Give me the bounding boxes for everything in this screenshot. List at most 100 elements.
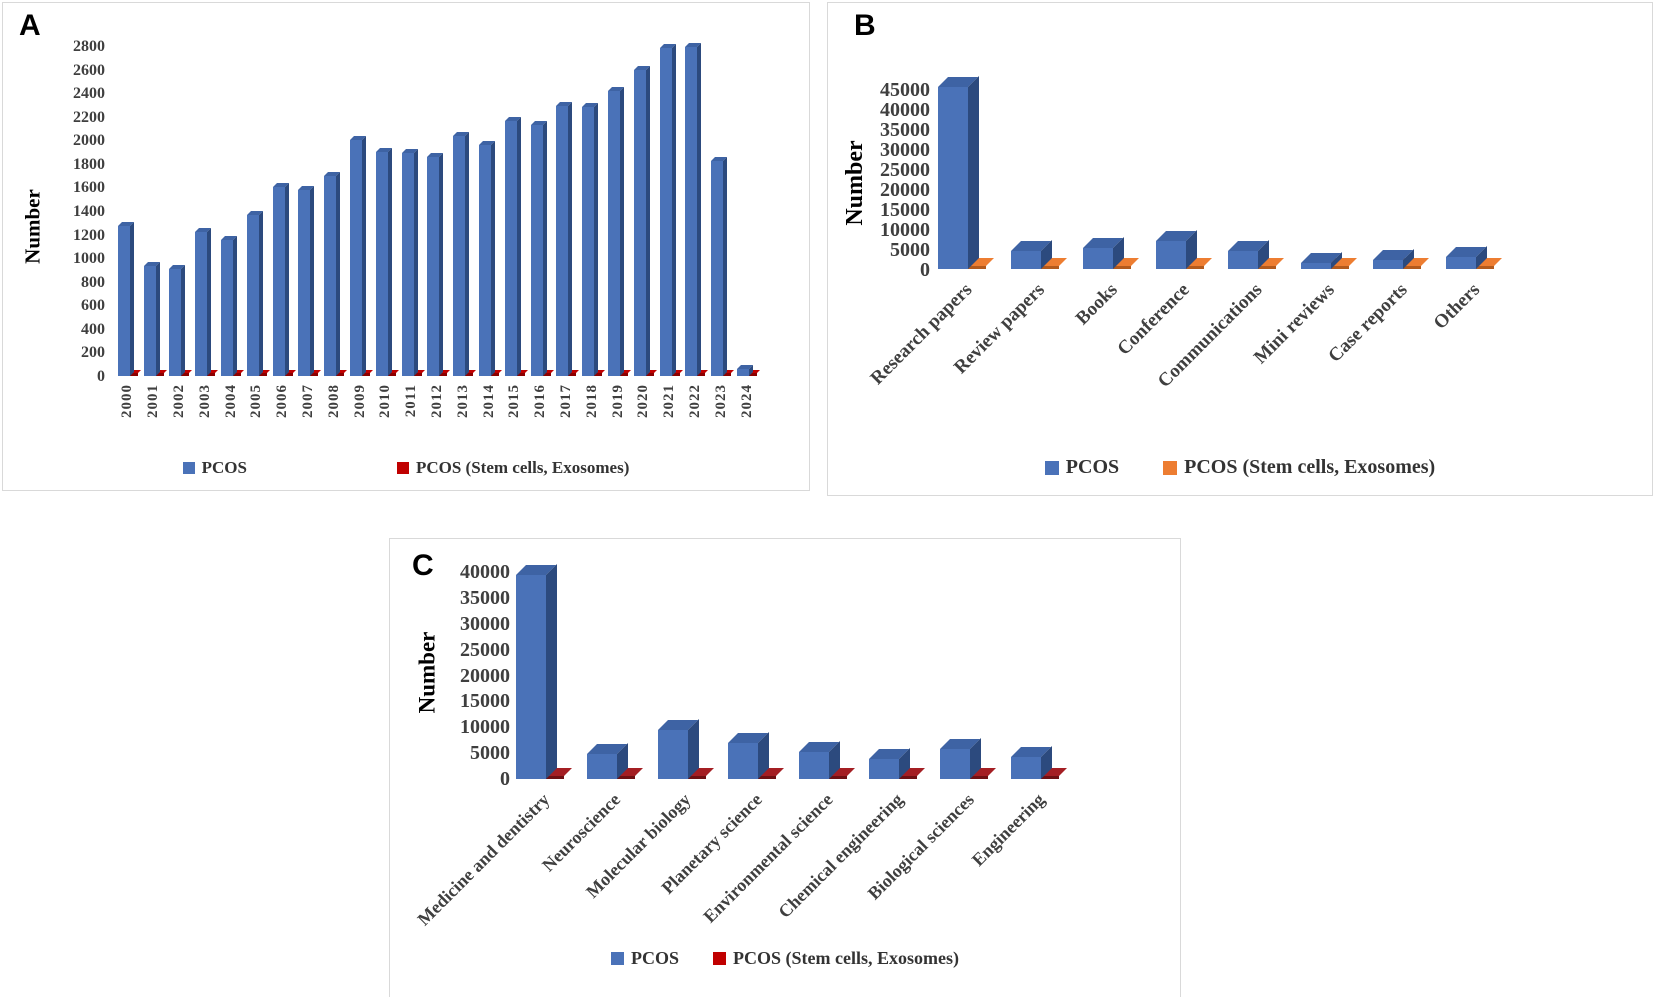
x-axis-label-text: Medicine and dentistry (413, 789, 554, 930)
bar-pcos (737, 369, 750, 376)
y-tick-label: 35000 (880, 119, 930, 141)
bar-group-2005 (244, 215, 270, 376)
y-tick-label: 10000 (880, 219, 930, 241)
x-axis-label-text: 2015 (506, 384, 523, 418)
x-axis-label: 2008 (321, 384, 347, 446)
bar-pcos (298, 190, 311, 376)
bar-group-2004 (218, 240, 244, 376)
bar-pcos-stem-cells-exosomes (1177, 266, 1204, 269)
y-tick-label: 800 (81, 273, 105, 291)
x-axis-label: 2018 (579, 384, 605, 446)
bar-group-environmental-science (788, 752, 859, 779)
bar-pcos (143, 266, 156, 376)
x-axis-label-text: 2022 (686, 384, 703, 418)
x-axis-label: 2000 (115, 384, 141, 446)
bar-group-case-reports (1361, 260, 1434, 269)
bar-pcos (195, 232, 208, 376)
x-axis-label: 2007 (296, 384, 322, 446)
x-axis-label-text: 2004 (222, 384, 239, 418)
bar-group-2017 (554, 106, 580, 376)
y-tick-label: 25000 (460, 638, 510, 661)
x-axis-label-text: 2019 (609, 384, 626, 418)
legend-swatch-pcos (182, 462, 195, 474)
y-tick-label: 20000 (880, 179, 930, 201)
panel-c-label: C (412, 549, 434, 582)
y-tick-label: 20000 (460, 664, 510, 687)
y-axis-ticks: 2800 2600 2400 2200 2000 1800 1600 1400 1200 1000… (49, 39, 105, 385)
bar-pcos-stem-cells-exosomes (644, 373, 654, 376)
legend-item-pcos: PCOS (611, 948, 679, 969)
bar-group-2014 (476, 145, 502, 376)
plot-area (505, 572, 1070, 779)
x-axis-label-text: 2020 (635, 384, 652, 418)
bar-group-2003 (192, 232, 218, 376)
y-tick-label: 15000 (460, 690, 510, 713)
bar-pcos-stem-cells-exosomes (283, 373, 293, 376)
x-axis-label: 2013 (450, 384, 476, 446)
bar-pcos (117, 226, 130, 376)
bar-pcos-stem-cells-exosomes (696, 373, 706, 376)
legend-swatch-pcos (1044, 460, 1059, 475)
y-tick-label: 5000 (470, 742, 510, 765)
bar-pcos-stem-cells-exosomes (206, 373, 216, 376)
legend: PCOS PCOS (Stem cells, Exosomes) (828, 456, 1652, 479)
bar-pcos (556, 106, 569, 376)
y-tick-label: 1800 (73, 155, 105, 173)
x-axis-label-text: 2011 (403, 384, 420, 418)
bar-pcos (453, 136, 466, 376)
bar-pcos (1445, 257, 1476, 269)
bar-pcos-stem-cells-exosomes (232, 373, 242, 376)
x-axis-label-text: 2024 (738, 384, 755, 418)
bar-pcos-stem-cells-exosomes (593, 373, 603, 376)
bar-pcos (1010, 251, 1041, 269)
x-axis-label-text: 2018 (583, 384, 600, 418)
bar-group-review-papers (999, 251, 1072, 269)
y-tick-label: 2000 (73, 132, 105, 150)
y-tick-label: 40000 (880, 99, 930, 121)
x-axis-label: 2019 (605, 384, 631, 446)
x-axis-label: 2006 (270, 384, 296, 446)
legend-item-pcos-stem-exosomes: PCOS (Stem cells, Exosomes) (396, 458, 629, 478)
legend-label-pcos-stem-exosomes: PCOS (Stem cells, Exosomes) (1184, 456, 1436, 478)
panel-b-label: B (854, 9, 876, 42)
bar-pcos-stem-cells-exosomes (490, 373, 500, 376)
bar-pcos (659, 48, 672, 376)
x-axis-label: 2009 (347, 384, 373, 446)
x-axis-label: 2020 (631, 384, 657, 446)
x-axis-label-text: 2012 (428, 384, 445, 418)
x-axis-label: Review papers (950, 275, 1072, 425)
x-axis-label-text: 2016 (532, 384, 549, 418)
bar-pcos (516, 575, 547, 779)
plot-area (926, 84, 1506, 269)
bar-pcos (375, 152, 388, 376)
x-axis-label-text: 2010 (377, 384, 394, 418)
bar-pcos (530, 125, 543, 376)
bar-group-2018 (579, 107, 605, 376)
bar-group-medicine-and-dentistry (505, 575, 576, 779)
bar-pcos (272, 187, 285, 376)
y-tick-label: 30000 (460, 612, 510, 635)
bar-pcos-stem-cells-exosomes (750, 776, 777, 779)
bar-pcos-stem-cells-exosomes (670, 373, 680, 376)
legend-label-pcos: PCOS (631, 948, 680, 968)
bar-group-2015 (502, 121, 528, 376)
bar-group-2023 (708, 161, 734, 376)
bar-pcos (1083, 248, 1114, 269)
bar-pcos (479, 145, 492, 376)
y-tick-label: 25000 (880, 159, 930, 181)
bar-group-2002 (167, 269, 193, 376)
bar-pcos (504, 121, 517, 376)
y-tick-label: 1400 (73, 202, 105, 220)
x-axis-label: 2001 (141, 384, 167, 446)
bar-group-2011 (399, 153, 425, 376)
bar-pcos-stem-cells-exosomes (608, 776, 635, 779)
bar-group-2001 (141, 266, 167, 376)
x-axis-label-text: 2001 (145, 384, 162, 418)
bar-pcos (401, 153, 414, 376)
bar-group-2013 (450, 136, 476, 376)
x-axis-label: Biological sciences (863, 785, 1000, 947)
legend-swatch-pcos-stem-exosomes (713, 952, 727, 965)
x-axis-label-text: 2021 (661, 384, 678, 418)
bar-pcos-stem-cells-exosomes (679, 776, 706, 779)
